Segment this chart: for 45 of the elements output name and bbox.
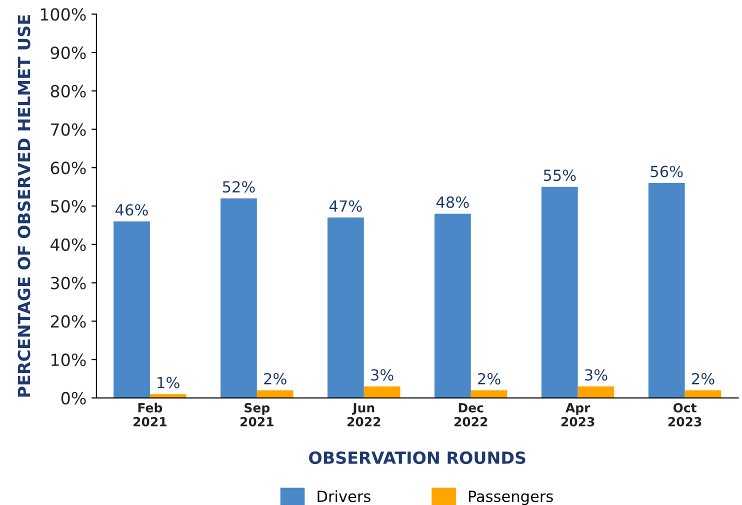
data-label: 56% — [650, 166, 683, 178]
x-tick-label: Feb 2021 — [134, 402, 166, 426]
bar — [470, 390, 508, 398]
bar — [578, 386, 614, 398]
bar — [434, 214, 471, 398]
data-label: 48% — [436, 196, 469, 208]
y-tick-label: 30% — [50, 276, 86, 290]
data-label: 1% — [158, 376, 180, 388]
bar — [150, 394, 186, 398]
y-tick-label: 40% — [50, 238, 86, 251]
y-tick-label: 0% — [61, 392, 86, 405]
data-label: 55% — [544, 170, 576, 182]
x-tick-label: Oct 2023 — [668, 403, 702, 426]
bar — [684, 390, 722, 398]
bar — [541, 186, 578, 398]
x-tick-label: Jun 2022 — [347, 403, 380, 426]
bar — [648, 183, 685, 398]
y-tick-label: 80% — [50, 84, 86, 98]
x-axis-title: OBSERVATION ROUNDS — [309, 451, 526, 464]
x-tick-label: Apr 2023 — [561, 403, 594, 426]
data-label: 2% — [478, 372, 500, 385]
y-tick-label: 70% — [51, 123, 86, 136]
data-label: 47% — [329, 200, 362, 212]
bar — [114, 221, 150, 398]
data-label: 46% — [116, 204, 148, 216]
x-tick-label: Dec 2022 — [454, 403, 488, 426]
bar — [220, 198, 257, 398]
data-label: 52% — [222, 181, 255, 193]
legend-label: Passengers — [468, 490, 553, 505]
bar — [364, 386, 400, 398]
x-tick-label: Sep 2021 — [240, 403, 274, 426]
y-tick-label: 10% — [52, 354, 86, 366]
y-tick-label: 50% — [50, 200, 86, 213]
data-label: 2% — [264, 372, 286, 385]
legend-label: Drivers — [318, 490, 370, 502]
data-label: 3% — [371, 369, 394, 381]
y-tick-label: 60% — [50, 162, 86, 174]
y-tick-label: 100% — [40, 8, 86, 21]
data-label: 3% — [585, 369, 608, 381]
y-axis-title: PERCENTAGE OF OBSERVED HELMET USE — [18, 15, 30, 397]
data-label: 2% — [692, 372, 714, 385]
y-tick-label: 90% — [50, 46, 86, 60]
bar — [256, 390, 294, 398]
bar — [328, 218, 364, 398]
y-tick-label: 20% — [50, 315, 86, 328]
